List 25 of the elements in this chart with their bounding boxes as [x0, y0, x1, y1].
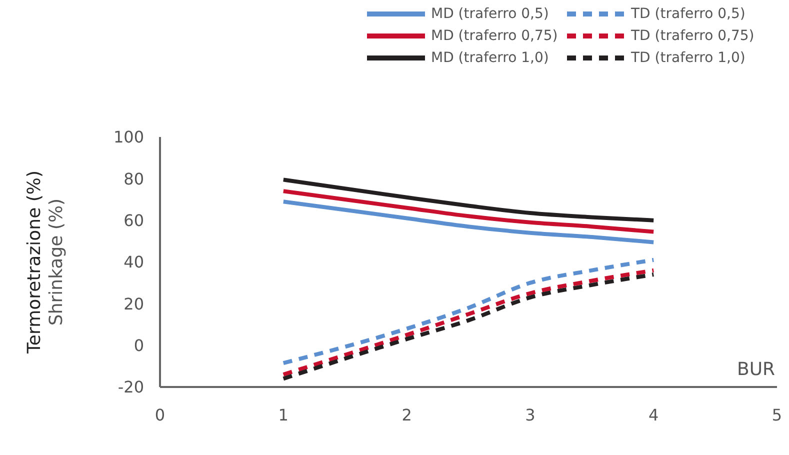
x-tick-label: 4	[648, 405, 659, 424]
x-tick-label: 3	[525, 405, 536, 424]
x-tick-label: 5	[772, 405, 782, 424]
legend-label: TD (traferro 0,75)	[631, 28, 754, 44]
y-axis-title: Termoretrazione (%) Shrinkage (%)	[24, 170, 67, 355]
y-tick-label: 100	[113, 128, 144, 147]
x-tick-label: 0	[154, 405, 166, 424]
legend-label: MD (traferro 0,5)	[431, 6, 549, 22]
line-series	[281, 189, 656, 234]
legend-label: TD (traferro 1,0)	[631, 50, 746, 66]
x-tick-label: 1	[278, 405, 288, 424]
y-tick-label: 80	[124, 169, 144, 188]
legend-label: MD (traferro 0,75)	[431, 28, 558, 44]
legend-label: TD (traferro 0,5)	[631, 6, 746, 22]
line-series	[281, 258, 656, 366]
y-tick-label: -20	[118, 378, 144, 397]
line-series	[281, 200, 656, 244]
x-tick-label: 2	[402, 405, 412, 424]
y-tick-label: 0	[134, 336, 144, 356]
legend-label: MD (traferro 1,0)	[431, 50, 549, 66]
y-tick-label: 20	[124, 294, 144, 314]
y-tick-label: 40	[124, 252, 144, 272]
line-series	[281, 178, 656, 222]
y-tick-label: 60	[124, 211, 144, 230]
x-axis-title: BUR	[736, 359, 775, 380]
